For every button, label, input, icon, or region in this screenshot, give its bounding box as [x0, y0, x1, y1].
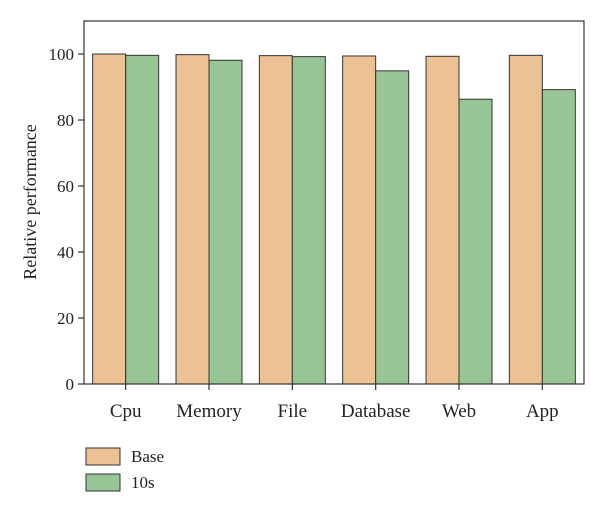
x-tick-label: Cpu — [110, 401, 142, 422]
bar-10s-file — [291, 56, 326, 385]
plot-frame — [83, 20, 585, 385]
bar-base-memory — [175, 54, 210, 385]
y-axis-ticks: 0 20 40 60 80 100 — [49, 45, 84, 394]
x-tick-label: App — [526, 401, 559, 422]
x-axis-labels: Cpu Memory File Database Web App — [110, 384, 559, 422]
x-tick-label: Web — [442, 401, 476, 422]
y-tick-label: 40 — [57, 243, 74, 262]
x-tick-label: Database — [341, 401, 411, 422]
bar-base-cpu — [92, 53, 127, 385]
bar-10s-web — [458, 98, 493, 385]
y-tick-label: 100 — [49, 45, 75, 64]
legend-swatch-base — [85, 447, 121, 466]
bar-10s-cpu — [125, 54, 160, 385]
x-tick-label: Memory — [176, 401, 242, 422]
bar-10s-memory — [208, 59, 243, 385]
x-tick-label: File — [278, 401, 308, 422]
y-tick-label: 80 — [57, 111, 74, 130]
legend-swatch-10s — [85, 473, 121, 492]
bar-10s-database — [375, 70, 410, 385]
bar-base-web — [425, 55, 460, 385]
legend: Base 10s — [85, 447, 164, 492]
bar-base-file — [258, 55, 293, 385]
y-tick-label: 0 — [66, 375, 75, 394]
legend-label-10s: 10s — [131, 473, 155, 492]
y-tick-label: 60 — [57, 177, 74, 196]
bar-10s-app — [541, 89, 576, 385]
bar-base-app — [508, 54, 543, 385]
y-axis-label: Relative performance — [20, 124, 40, 279]
legend-label-base: Base — [131, 447, 164, 466]
bar-base-database — [342, 55, 377, 385]
y-tick-label: 20 — [57, 309, 74, 328]
bars-group — [92, 53, 576, 385]
